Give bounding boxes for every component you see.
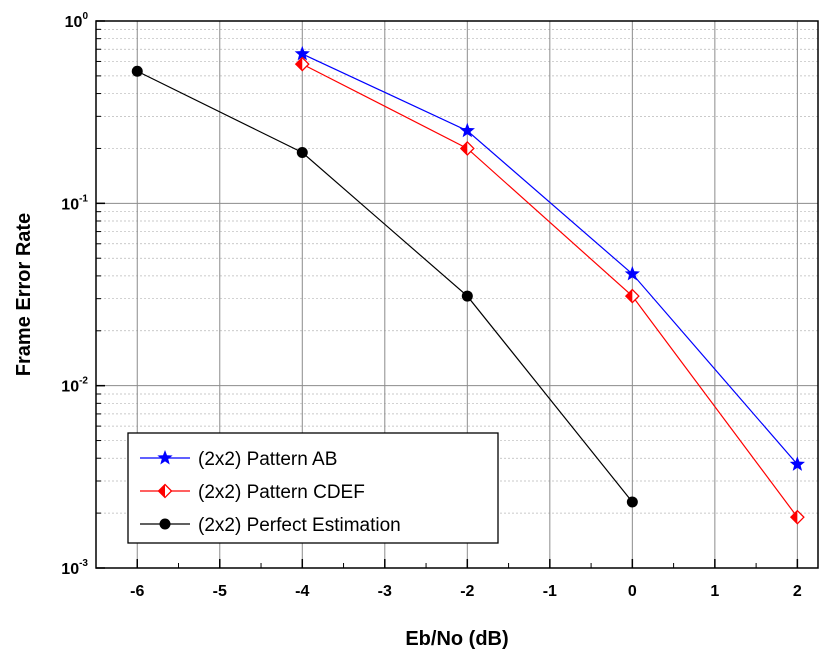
x-tick-label: -5 (213, 583, 227, 600)
x-tick-label: -2 (460, 583, 474, 600)
legend-label: (2x2) Pattern CDEF (198, 482, 365, 503)
star-marker (459, 122, 475, 138)
circle-marker (131, 65, 143, 77)
legend-box (127, 432, 499, 544)
x-tick-label: 0 (628, 583, 637, 600)
series-line (136, 70, 633, 503)
star-marker (294, 45, 310, 61)
y-tick-label: 100 (65, 11, 89, 31)
series-1 (294, 56, 805, 525)
y-axis-label: Frame Error Rate (13, 213, 35, 376)
circle-marker (461, 290, 473, 302)
circle-marker (159, 518, 171, 530)
x-tick-label: 1 (710, 583, 719, 600)
legend-entry: (2x2) Pattern CDEF (140, 482, 365, 503)
diamond-marker-fill (625, 289, 633, 303)
star-marker (157, 450, 173, 465)
x-axis-label: Eb/No (dB) (405, 628, 508, 650)
diamond-marker-fill (460, 141, 468, 155)
legend-label: (2x2) Pattern AB (198, 449, 337, 470)
x-tick-label: -1 (543, 583, 557, 600)
x-tick-label: -6 (130, 583, 144, 600)
y-tick-label: 10-3 (61, 558, 88, 578)
x-tick-label: 2 (793, 583, 802, 600)
circle-marker (626, 496, 638, 508)
series-layer (131, 45, 805, 525)
diamond-marker-fill (790, 510, 798, 524)
legend-entry: (2x2) Perfect Estimation (140, 515, 401, 536)
star-marker (789, 456, 805, 471)
series-line (302, 63, 798, 518)
series-2 (131, 65, 638, 508)
diamond-marker-fill (158, 484, 165, 498)
series-0 (294, 45, 805, 471)
x-tick-label: -3 (378, 583, 392, 600)
legend-entry: (2x2) Pattern AB (140, 449, 337, 470)
axis-ticks: -6 -5 -4 -3 -2 -1 0 1 2 10-3 10-2 10-1 100 (61, 11, 802, 600)
legend-label: (2x2) Perfect Estimation (198, 515, 401, 536)
x-tick-label: -4 (295, 583, 309, 600)
series-line (302, 53, 798, 465)
circle-marker (296, 147, 308, 159)
y-tick-label: 10-2 (61, 376, 88, 396)
minor-gridlines (96, 28, 818, 514)
legend: (2x2) Pattern AB (2x2) Pattern CDEF (2x2) … (127, 432, 499, 544)
y-tick-label: 10-1 (61, 193, 88, 213)
plot-frame (95, 20, 819, 569)
star-marker (624, 265, 640, 281)
diamond-marker-fill (295, 57, 303, 71)
